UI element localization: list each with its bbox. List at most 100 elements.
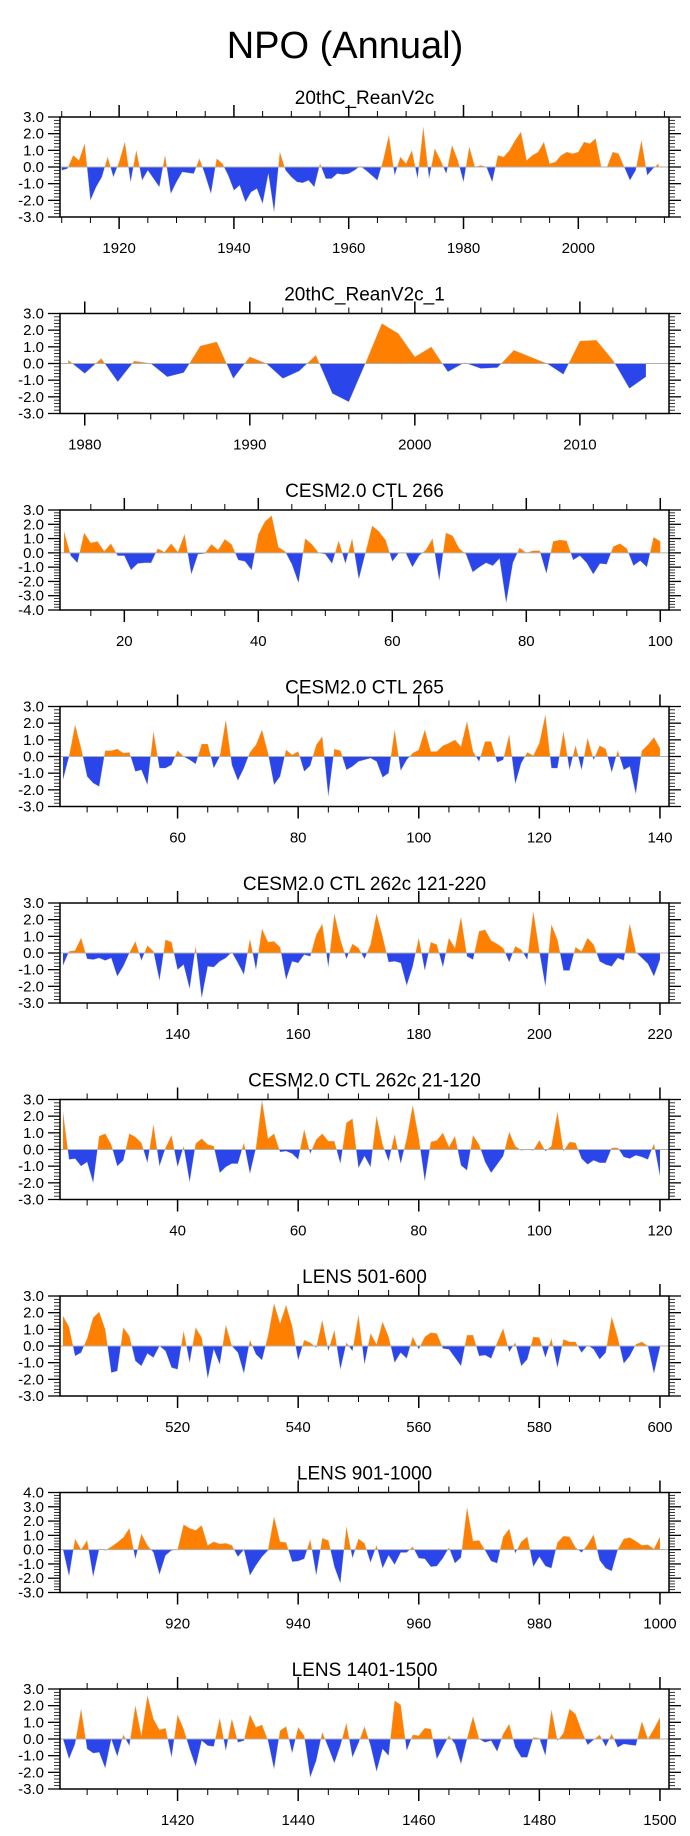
y-tick-label: 0.0 [23, 159, 44, 176]
y-tick-label: 0.0 [23, 1338, 44, 1355]
panel-title: 20thC_ReanV2c [295, 88, 434, 109]
y-tick-label: -1.0 [18, 372, 44, 389]
y-tick-label: 1.0 [23, 1527, 44, 1544]
plot-frame [59, 509, 670, 611]
negative-area [64, 552, 661, 603]
y-tick-label: -2.0 [18, 1570, 44, 1587]
y-tick-label: 3.0 [23, 1499, 44, 1516]
y-tick-label: -3.0 [18, 406, 44, 423]
y-tick-label: 3.0 [23, 1092, 44, 1109]
y-tick-label: 1.0 [23, 928, 44, 945]
y-tick-label: 4.0 [23, 1485, 44, 1502]
y-tick-label: 3.0 [23, 502, 44, 519]
y-tick-label: 3.0 [23, 109, 44, 126]
x-tick-label: 560 [406, 1419, 431, 1436]
x-tick-label: 1940 [217, 240, 250, 257]
y-tick-label: 1.0 [23, 1714, 44, 1731]
y-tick-label: -3.0 [18, 1192, 44, 1209]
x-tick-label: 1920 [102, 240, 135, 257]
panel-title: CESM2.0 CTL 262c 21-120 [248, 1071, 481, 1092]
y-tick-label: 0.0 [23, 1142, 44, 1159]
x-tick-label: 1960 [332, 240, 365, 257]
series-line [63, 515, 661, 603]
x-tick-label: 20 [116, 633, 133, 650]
negative-area [61, 167, 659, 212]
y-tick-label: 1.0 [23, 1321, 44, 1338]
y-tick-label: 0.0 [23, 1731, 44, 1748]
x-tick-label: 140 [647, 830, 672, 847]
y-tick-label: -3.0 [18, 799, 44, 816]
negative-area [63, 1149, 660, 1183]
y-tick-label: 2.0 [23, 1698, 44, 1715]
x-tick-label: 1990 [233, 437, 266, 454]
y-tick-label: -1.0 [18, 176, 44, 193]
positive-area [63, 1303, 660, 1346]
y-tick-label: 1.0 [23, 142, 44, 159]
series-line [68, 323, 647, 403]
positive-area [63, 714, 660, 757]
y-tick-label: -4.0 [18, 602, 44, 619]
y-tick-label: -1.0 [18, 1158, 44, 1175]
y-tick-label: -1.0 [18, 765, 44, 782]
x-tick-label: 120 [527, 830, 552, 847]
x-tick-label: 180 [406, 1026, 431, 1043]
x-tick-label: 980 [527, 1616, 552, 1633]
y-tick-label: 1.0 [23, 1125, 44, 1142]
x-tick-label: 80 [410, 1223, 427, 1240]
y-tick-label: -1.0 [18, 559, 44, 576]
y-tick-label: 2.0 [23, 126, 44, 143]
y-tick-label: -2.0 [18, 192, 44, 209]
x-tick-label: 100 [527, 1223, 552, 1240]
x-tick-label: 120 [647, 1223, 672, 1240]
panel-title: LENS 1401-1500 [292, 1660, 438, 1681]
panel-title: CESM2.0 CTL 265 [285, 678, 444, 699]
panel-5: CESM2.0 CTL 262c 121-220 140 160 180 200 220 3… [18, 874, 681, 1043]
positive-area [63, 1100, 660, 1150]
panel-8: LENS 901-1000 920 940 960 980 1000 4.03.02.01.… [18, 1464, 681, 1633]
y-tick-label: 2.0 [23, 912, 44, 929]
y-tick-label: -2.0 [18, 1764, 44, 1781]
y-tick-label: -2.0 [18, 1175, 44, 1192]
panel-title: CESM2.0 CTL 266 [285, 481, 444, 502]
series-line [62, 1303, 661, 1379]
panel-2: 20thC_ReanV2c_1 1980 1990 2000 2010 3.02.01.0… [18, 285, 681, 454]
y-tick-label: -3.0 [18, 588, 44, 605]
x-tick-label: 40 [169, 1223, 186, 1240]
x-tick-label: 600 [647, 1419, 672, 1436]
y-tick-label: 3.0 [23, 1288, 44, 1305]
x-tick-label: 60 [384, 633, 401, 650]
positive-area [68, 323, 646, 364]
series-line [61, 126, 659, 213]
positive-area [61, 127, 659, 167]
x-tick-label: 160 [286, 1026, 311, 1043]
positive-area [63, 1507, 660, 1550]
panel-title: LENS 901-1000 [297, 1464, 432, 1485]
y-tick-label: 1.0 [23, 732, 44, 749]
x-tick-label: 580 [527, 1419, 552, 1436]
x-tick-label: 1420 [161, 1812, 194, 1829]
y-tick-label: 3.0 [23, 306, 44, 323]
negative-area [63, 953, 660, 998]
x-tick-label: 520 [165, 1419, 190, 1436]
panel-9: LENS 1401-1500 1420 1440 1460 1480 1500 3.02.0… [18, 1660, 681, 1829]
negative-area [63, 1346, 660, 1379]
y-tick-label: -2.0 [18, 1371, 44, 1388]
y-tick-label: -2.0 [18, 389, 44, 406]
negative-area [68, 363, 646, 402]
y-tick-label: -2.0 [18, 782, 44, 799]
x-tick-label: 200 [527, 1026, 552, 1043]
series-line [62, 1695, 661, 1778]
x-tick-label: 220 [647, 1026, 672, 1043]
y-tick-label: 2.0 [23, 516, 44, 533]
series-line [62, 1100, 661, 1183]
panel-4: CESM2.0 CTL 265 60 80 100 120 140 3.02.01.00.0… [18, 678, 681, 847]
series-line [62, 1507, 661, 1584]
x-tick-label: 140 [165, 1026, 190, 1043]
y-tick-label: 3.0 [23, 699, 44, 716]
y-tick-label: 2.0 [23, 1108, 44, 1125]
x-tick-label: 2000 [562, 240, 595, 257]
